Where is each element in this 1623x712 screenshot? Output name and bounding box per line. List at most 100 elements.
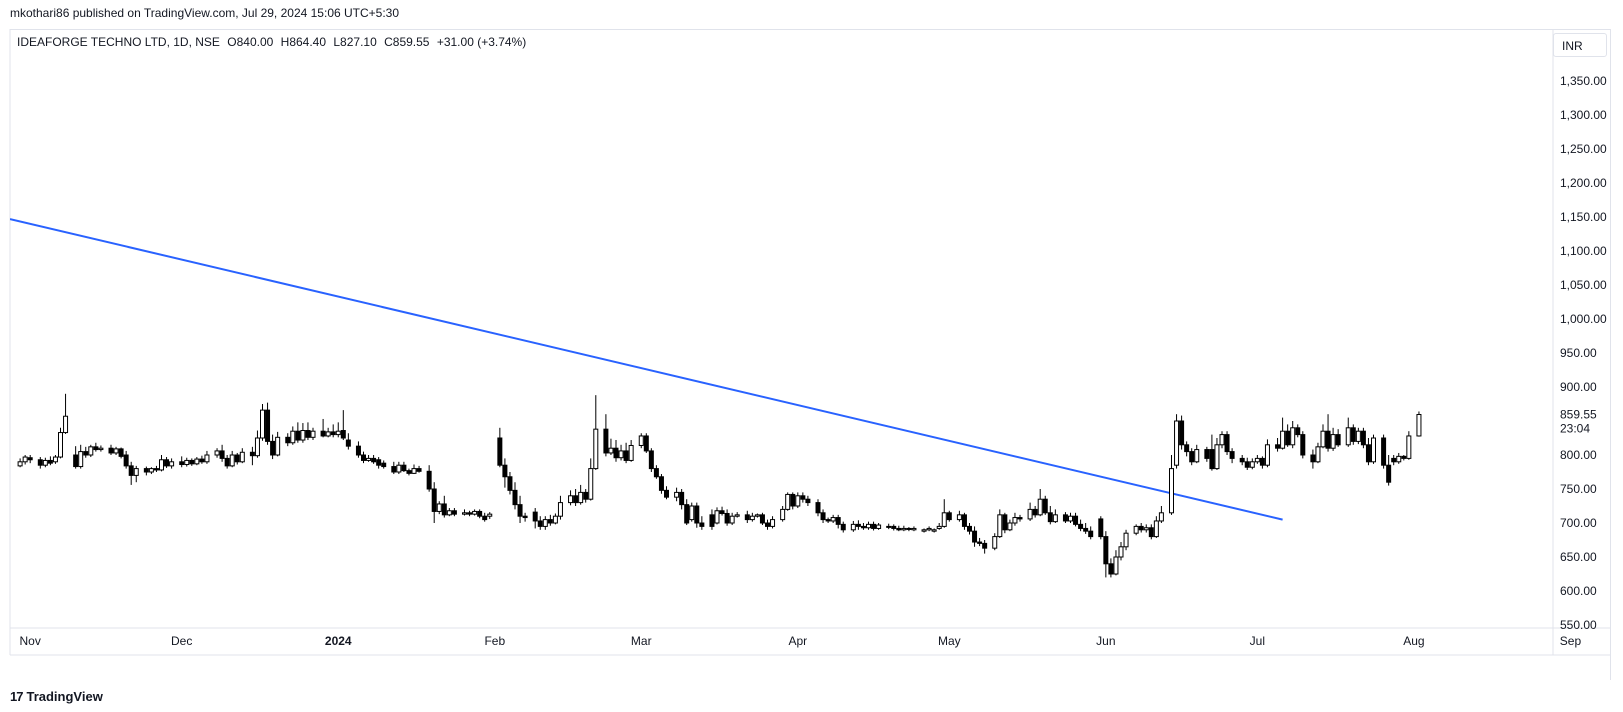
candle [785,492,791,511]
candle-body [290,430,296,444]
candle [1027,502,1033,521]
candle [1239,455,1245,466]
candle [765,519,770,530]
candle [502,458,508,488]
candle-body [871,523,877,529]
candle-body [487,513,493,517]
candle-body [401,464,407,472]
candle [335,422,341,438]
candle [239,448,245,464]
candle [1396,452,1402,464]
candle-body [1148,527,1154,538]
candle-body [815,502,821,514]
tradingview-brand[interactable]: 17 TradingView [10,689,103,704]
candle [487,512,493,519]
candle-body [451,510,457,515]
candle [1052,509,1058,523]
candle-body [42,459,48,466]
candle [941,499,947,528]
candle-body [754,514,760,517]
candle [1285,424,1291,447]
candle-body [1068,515,1073,522]
candle [451,508,457,517]
candle-body [1219,434,1225,446]
candle [98,445,104,452]
candle-body [855,523,861,527]
candle-body [1320,430,1326,448]
candle [1345,417,1351,447]
candle [406,468,412,476]
candle [749,512,755,522]
candle-body [482,515,488,521]
candle [547,514,553,526]
candle-body [850,523,856,531]
candle [416,465,422,473]
candle-body [1406,435,1412,459]
candle [1219,431,1225,449]
x-tick-label: Nov [20,634,41,648]
candle-body [790,493,796,507]
candle [906,527,912,532]
candle [931,528,937,533]
candle-body [310,430,316,438]
candle-body [1169,468,1174,514]
candle [1254,455,1260,464]
candle [830,514,836,523]
candle [1153,516,1159,538]
candle-body [694,505,700,524]
candle [128,461,134,485]
candle-body [1295,427,1301,436]
candle-body [270,440,276,456]
last-price-tag [1554,407,1610,438]
candle [462,509,467,516]
candle-body [169,461,175,467]
candle [83,446,89,458]
candle-body [462,512,467,515]
candle-body [446,510,452,516]
candle-body [93,446,99,451]
candle-body [1401,455,1407,459]
candle-body [795,495,801,507]
candle-body [37,459,43,466]
candle-body [1174,420,1180,466]
candle-body [1204,449,1210,459]
candle-body [1179,420,1185,446]
candle [1073,512,1079,527]
candle [1280,417,1286,450]
candle [795,492,801,509]
candle-body [977,541,983,544]
candle-body [901,527,907,531]
candle-body [1315,446,1321,463]
candle-body [573,495,579,504]
candle-body [709,514,715,527]
ohlc-legend[interactable]: IDEAFORGE TECHNO LTD, 1D, NSE O840.00 H8… [17,35,530,49]
candle-body [1229,451,1235,459]
candle-body [997,514,1003,538]
candle [628,440,634,462]
candle-body [941,512,947,527]
candle-body [300,430,306,441]
candle [159,455,164,472]
candle [992,533,998,551]
candle-body [234,454,240,463]
candle-body [239,451,245,463]
candle [1275,438,1281,452]
legend-symbol[interactable]: IDEAFORGE TECHNO LTD, 1D, NSE [17,35,220,49]
candle [608,438,614,455]
candle [355,441,361,458]
candle-body [502,464,508,478]
candle [1123,529,1129,551]
candle [871,521,877,531]
y-tick-label: 700.00 [1560,516,1597,530]
candle [189,458,195,466]
candle [411,464,417,475]
candle [113,446,119,455]
x-tick-label: Aug [1403,634,1424,648]
candle-body [972,530,978,543]
candle [1300,431,1306,459]
candle [1108,558,1114,578]
candle-body [285,436,291,444]
candle [214,448,220,458]
candle [542,516,548,530]
